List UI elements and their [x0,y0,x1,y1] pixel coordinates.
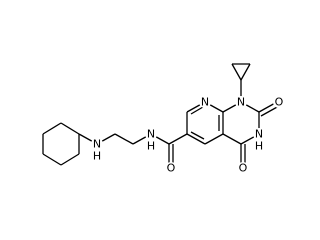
bonds [42,63,280,166]
atom-label: N [201,96,209,109]
label-background [91,150,103,162]
label-background [145,128,157,140]
atom-label: N [93,138,101,151]
label-background [235,96,247,108]
atom-label: O [167,162,176,175]
label-background [273,96,285,108]
atom-label: H [93,150,101,163]
atom-label: H [255,140,263,153]
label-background [165,162,177,174]
atom-label: H [147,140,155,153]
atom-label: O [239,162,248,175]
atom-label: N [147,128,155,141]
label-background [199,96,211,108]
label-background [145,140,157,152]
label-background [237,162,249,174]
atom-label: N [237,96,245,109]
label-background [91,138,103,150]
label-background [253,140,265,152]
atom-label: O [275,96,284,109]
atom-label: N [255,128,263,141]
label-background [253,128,265,140]
